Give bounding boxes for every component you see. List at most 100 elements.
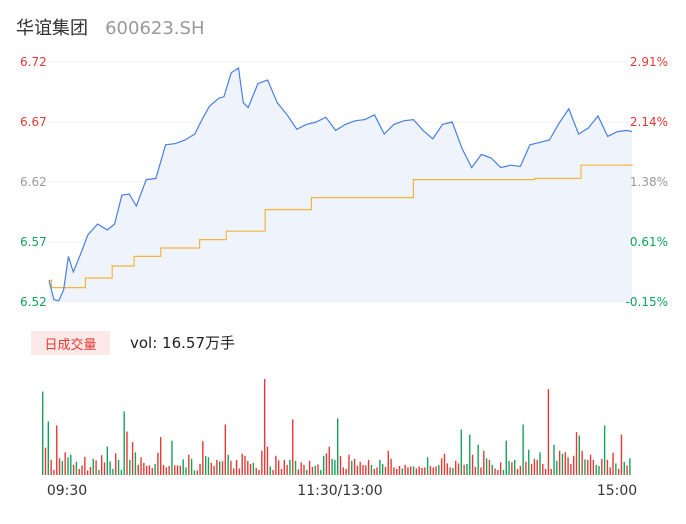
volume-bar	[199, 463, 201, 475]
price-tick-label: 6.67	[20, 115, 47, 129]
volume-bar	[536, 459, 538, 475]
volume-bar	[558, 450, 561, 475]
volume-bar	[221, 461, 224, 475]
volume-bar	[50, 459, 52, 475]
volume-bar	[570, 463, 572, 475]
volume-bar	[567, 457, 569, 475]
volume-bar	[390, 458, 392, 475]
volume-bar	[193, 470, 196, 475]
volume-bar	[297, 469, 300, 475]
volume-bar	[438, 464, 440, 475]
volume-bar	[578, 435, 581, 475]
volume-bar	[485, 458, 488, 475]
volume-bar	[143, 462, 145, 475]
volume-bar	[219, 461, 221, 475]
volume-bar	[204, 455, 207, 475]
volume-bar	[314, 465, 316, 475]
volume-bar	[401, 468, 404, 475]
volume-bar	[356, 465, 359, 475]
volume-bar	[623, 461, 625, 475]
volume-bar	[78, 468, 80, 475]
volume-bar	[553, 444, 555, 475]
volume-bar	[514, 459, 516, 475]
volume-bar	[598, 465, 600, 475]
volume-bar	[213, 465, 215, 475]
volume-bar	[575, 432, 578, 475]
volume-bar	[491, 464, 493, 475]
volume-bar	[129, 459, 131, 475]
volume-bar	[584, 459, 586, 475]
volume-bar	[210, 462, 212, 475]
volume-bar	[196, 470, 198, 475]
volume-bar	[617, 468, 620, 475]
stock-code: 600623.SH	[105, 18, 205, 39]
volume-bar	[519, 465, 522, 475]
volume-bar	[126, 431, 128, 475]
volume-bar	[98, 469, 100, 475]
volume-bar	[109, 461, 111, 475]
volume-bar	[266, 446, 269, 475]
volume-bar	[539, 452, 541, 475]
volume-bar	[612, 452, 614, 475]
volume-bar	[238, 468, 241, 475]
volume-bar	[404, 464, 406, 475]
volume-bar	[286, 464, 288, 475]
volume-bar	[460, 429, 463, 475]
percent-tick-label: 1.38%	[630, 175, 668, 189]
volume-bar	[86, 470, 89, 475]
volume-bar	[365, 465, 367, 475]
volume-bar	[322, 455, 325, 475]
volume-bar	[188, 454, 190, 475]
volume-bar	[497, 469, 499, 475]
volume-bar	[140, 457, 142, 475]
volume-bar	[396, 468, 398, 475]
volume-bar	[72, 464, 75, 475]
volume-bar	[499, 462, 502, 475]
volume-bar	[56, 425, 58, 475]
volume-bar	[317, 464, 319, 475]
percent-tick-label: 2.91%	[630, 55, 668, 69]
volume-bar	[353, 458, 356, 475]
volume-bar	[263, 379, 266, 475]
volume-bar	[589, 454, 592, 475]
time-tick-label: 11:30/13:00	[297, 483, 382, 499]
volume-bar	[171, 440, 173, 475]
volume-bar	[561, 453, 564, 475]
volume-bar	[162, 464, 165, 475]
volume-bar	[47, 421, 50, 475]
chart-header: 华谊集团 600623.SH	[16, 14, 205, 39]
volume-value: vol: 16.57万手	[130, 334, 235, 352]
volume-bar	[117, 459, 120, 475]
price-area	[49, 68, 632, 302]
volume-bar	[247, 460, 249, 475]
price-line	[48, 66, 633, 302]
volume-bar	[603, 425, 606, 475]
volume-bar	[182, 459, 184, 475]
volume-bar	[103, 462, 106, 475]
volume-bar	[626, 465, 628, 475]
volume-bar	[359, 461, 361, 475]
volume-bar	[511, 462, 513, 475]
volume-bar	[89, 466, 92, 475]
volume-bar	[449, 467, 451, 475]
volume-bar	[544, 468, 547, 475]
volume-bar	[587, 459, 589, 475]
volume-bar	[190, 458, 193, 475]
volume-bar	[145, 465, 148, 475]
volume-bar	[233, 468, 235, 475]
volume-bar	[42, 391, 44, 475]
volume-bar	[53, 469, 55, 475]
volume-bar	[235, 459, 238, 475]
volume-bar	[101, 455, 103, 475]
volume-bar	[308, 460, 311, 475]
volume-bar	[370, 464, 373, 475]
volume-bar	[337, 418, 339, 475]
price-tick-label: 6.62	[20, 175, 47, 189]
volume-bar	[289, 459, 291, 475]
volume-bar	[67, 457, 69, 475]
volume-bar	[275, 455, 277, 475]
time-axis-labels: 09:30 11:30/13:00 15:00	[47, 483, 637, 499]
volume-bar	[533, 458, 536, 475]
volume-bar	[61, 460, 64, 475]
volume-bar	[581, 450, 583, 475]
